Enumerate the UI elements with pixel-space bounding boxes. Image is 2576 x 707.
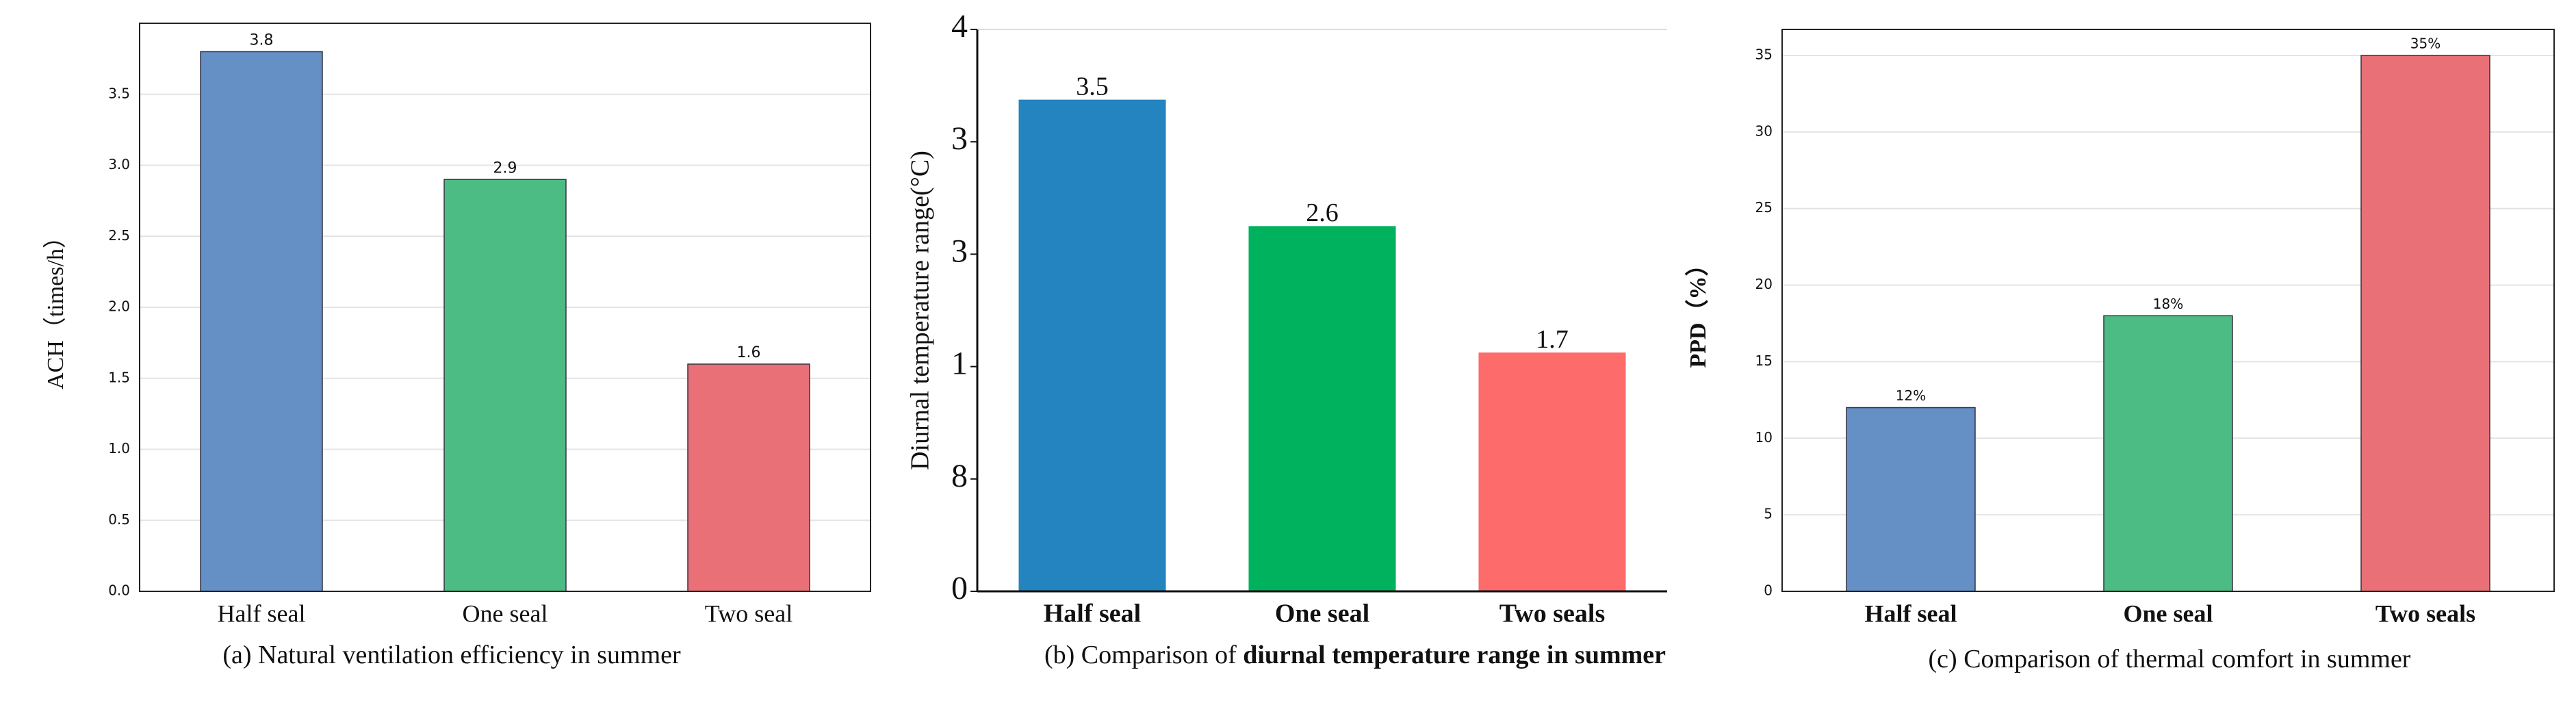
value-label: 2.9 bbox=[493, 159, 517, 177]
bar bbox=[1846, 407, 1976, 592]
bar bbox=[2103, 315, 2233, 592]
value-label: 18% bbox=[2153, 296, 2183, 312]
value-label: 35% bbox=[2410, 36, 2440, 52]
x-tick-label: One seal bbox=[1275, 600, 1369, 628]
value-label: 1.7 bbox=[1536, 325, 1569, 354]
caption: (a) Natural ventilation efficiency in su… bbox=[222, 641, 681, 669]
bar bbox=[1018, 99, 1166, 591]
x-tick-label: Half seal bbox=[1044, 600, 1141, 628]
x-tick-label: Two seals bbox=[1499, 600, 1605, 628]
y-tick-label: 5 bbox=[1764, 506, 1773, 522]
y-tick-label: 2.0 bbox=[108, 298, 130, 315]
caption-text: (c) Comparison of thermal comfort in sum… bbox=[1929, 645, 2411, 673]
value-label: 3.5 bbox=[1076, 72, 1109, 101]
bar bbox=[200, 51, 323, 592]
value-label: 2.6 bbox=[1306, 198, 1339, 227]
y-tick-label: 4 bbox=[951, 8, 968, 44]
y-axis-label: Diurnal temperature range(°C) bbox=[906, 151, 935, 470]
plot-frame bbox=[1781, 29, 2555, 592]
y-tick-label: 2.5 bbox=[108, 227, 130, 244]
bar bbox=[1248, 226, 1396, 592]
y-axis-label: ACH（times/h） bbox=[42, 225, 68, 389]
y-tick-label: 25 bbox=[1755, 199, 1773, 216]
bar bbox=[443, 179, 567, 592]
y-tick-label: 3.5 bbox=[108, 85, 130, 101]
y-tick-label: 3 bbox=[951, 120, 968, 157]
y-tick-label: 8 bbox=[951, 458, 968, 494]
bar bbox=[1478, 352, 1626, 591]
y-tick-label: 10 bbox=[1755, 429, 1773, 446]
y-tick-label: 20 bbox=[1755, 276, 1773, 292]
value-label: 12% bbox=[1896, 387, 1926, 404]
y-tick-label: 30 bbox=[1755, 123, 1773, 139]
y-tick-label: 0 bbox=[1764, 582, 1773, 599]
caption-text: (a) Natural ventilation efficiency in su… bbox=[222, 641, 681, 669]
bar bbox=[2360, 55, 2490, 592]
y-tick-label: 1 bbox=[951, 346, 968, 382]
y-tick-label: 3.0 bbox=[108, 156, 130, 172]
x-tick-label: Half seal bbox=[218, 600, 306, 627]
x-tick-label: Two seals bbox=[2375, 600, 2475, 627]
caption-bold: diurnal temperature range in summer bbox=[1243, 641, 1666, 669]
x-tick-label: One seal bbox=[463, 600, 548, 627]
value-label: 3.8 bbox=[250, 32, 274, 49]
y-tick-label: 3 bbox=[951, 233, 968, 269]
y-axis-label: PPD（%） bbox=[1684, 253, 1711, 368]
y-tick-label: 0.0 bbox=[108, 582, 130, 599]
caption: (b) Comparison of diurnal temperature ra… bbox=[1044, 641, 1666, 669]
caption: (c) Comparison of thermal comfort in sum… bbox=[1929, 645, 2411, 673]
value-label: 1.6 bbox=[737, 344, 761, 361]
x-tick-label: Two seal bbox=[705, 600, 793, 627]
plot-frame bbox=[139, 23, 871, 592]
caption-text: (b) Comparison of bbox=[1044, 641, 1243, 669]
x-tick-label: Half seal bbox=[1865, 600, 1957, 627]
x-tick-label: One seal bbox=[2124, 600, 2213, 627]
y-tick-label: 0.5 bbox=[108, 511, 130, 528]
y-tick-label: 0 bbox=[951, 570, 968, 606]
y-tick-label: 1.5 bbox=[108, 369, 130, 385]
y-tick-label: 15 bbox=[1755, 352, 1773, 369]
y-tick-label: 35 bbox=[1755, 47, 1773, 63]
bar bbox=[687, 363, 810, 592]
y-tick-label: 1.0 bbox=[108, 440, 130, 457]
